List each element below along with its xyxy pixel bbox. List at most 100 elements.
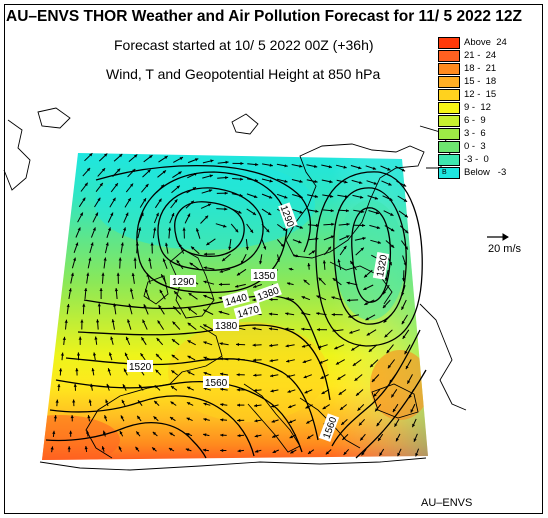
wind-arrowhead bbox=[303, 279, 307, 283]
wind-arrowhead bbox=[148, 257, 152, 262]
wind-arrowhead bbox=[343, 245, 347, 250]
wind-arrowhead bbox=[219, 342, 223, 346]
wind-arrowhead bbox=[156, 353, 160, 358]
wind-arrowhead bbox=[67, 446, 71, 450]
wind-arrowhead bbox=[403, 262, 407, 266]
wind-arrowhead bbox=[254, 419, 258, 423]
contour-label: 1350 bbox=[253, 271, 276, 282]
wind-arrowhead bbox=[325, 451, 330, 455]
wind-arrowhead bbox=[103, 257, 107, 261]
wind-arrowhead bbox=[70, 272, 74, 277]
legend-item: 18 - 21 bbox=[438, 63, 548, 76]
wind-arrowhead bbox=[343, 165, 347, 169]
wind-arrowhead bbox=[241, 260, 244, 264]
wind-arrowhead bbox=[352, 362, 357, 366]
wind-arrowhead bbox=[152, 431, 157, 436]
wind-arrowhead bbox=[267, 212, 272, 215]
wind-arrowhead bbox=[357, 407, 361, 411]
wind-arrowhead bbox=[170, 417, 174, 421]
wind-arrowhead bbox=[176, 185, 180, 189]
wind-arrowhead bbox=[348, 314, 352, 318]
wind-arrowhead bbox=[288, 405, 292, 408]
wind-arrowhead bbox=[342, 436, 346, 440]
wind-arrowhead bbox=[277, 258, 281, 262]
wind-arrowhead bbox=[322, 406, 326, 410]
wind-arrowhead bbox=[413, 438, 417, 442]
wind-arrowhead bbox=[60, 352, 64, 356]
wind-arrowhead bbox=[320, 375, 324, 379]
wind-arrowhead bbox=[222, 258, 226, 262]
wind-arrowhead bbox=[252, 343, 256, 347]
wind-arrowhead bbox=[145, 183, 149, 188]
wind-arrowhead bbox=[174, 199, 178, 203]
wind-arrowhead bbox=[137, 415, 141, 420]
wind-arrowhead bbox=[64, 319, 68, 323]
wind-arrowhead bbox=[57, 384, 61, 388]
wind-arrowhead bbox=[99, 182, 103, 187]
wind-arrowhead bbox=[52, 430, 56, 434]
wind-arrowhead bbox=[157, 320, 161, 324]
wind-arrowhead bbox=[253, 373, 257, 377]
wind-arrowhead bbox=[187, 340, 191, 344]
wind-arrowhead bbox=[147, 169, 151, 173]
wind-arrowhead bbox=[401, 292, 405, 296]
wind-arrowhead bbox=[203, 402, 207, 406]
contour-label: 1560 bbox=[205, 378, 228, 389]
wind-arrowhead bbox=[361, 452, 365, 456]
wind-arrowhead bbox=[387, 167, 391, 171]
wind-arrowhead bbox=[120, 415, 124, 419]
wind-arrowhead bbox=[252, 211, 256, 215]
wind-arrowhead bbox=[228, 246, 232, 250]
wind-arrowhead bbox=[373, 181, 377, 185]
wind-arrowhead bbox=[133, 257, 137, 261]
wind-arrowhead bbox=[209, 174, 213, 178]
wind-arrowhead bbox=[359, 181, 363, 184]
wind-arrowhead bbox=[379, 452, 383, 456]
legend-label: 6 - 9 bbox=[464, 115, 486, 126]
wind-arrowhead bbox=[308, 450, 312, 454]
wind-arrowhead bbox=[401, 168, 406, 172]
wind-arrowhead bbox=[236, 388, 240, 392]
wind-arrowhead bbox=[97, 197, 101, 202]
wind-arrowhead bbox=[390, 228, 395, 232]
legend-label: 15 - 18 bbox=[464, 76, 497, 87]
wind-arrowhead bbox=[187, 355, 191, 359]
wind-arrowhead bbox=[168, 448, 173, 451]
wind-arrowhead bbox=[104, 153, 108, 157]
wind-arrowhead bbox=[253, 388, 257, 392]
wind-arrowhead bbox=[208, 189, 213, 193]
legend-item: B Below -3 bbox=[438, 167, 548, 180]
wind-arrowhead bbox=[118, 446, 122, 450]
wind-arrowhead bbox=[331, 296, 335, 300]
wind-arrowhead bbox=[87, 415, 91, 419]
legend-swatch bbox=[438, 154, 460, 166]
wind-arrowhead bbox=[203, 371, 207, 375]
wind-arrowhead bbox=[96, 319, 100, 323]
wind-arrowhead bbox=[161, 274, 164, 278]
wind-arrowhead bbox=[134, 154, 138, 158]
wind-arrowhead bbox=[50, 446, 54, 450]
wind-arrowhead bbox=[286, 374, 291, 378]
wind-arrowhead bbox=[159, 289, 163, 294]
wind-arrowhead bbox=[299, 195, 303, 199]
wind-arrowhead bbox=[206, 242, 210, 246]
wind-arrowhead bbox=[371, 378, 376, 382]
wind-arrowhead bbox=[285, 297, 289, 301]
wind-arrowhead bbox=[290, 450, 294, 454]
wind-arrowhead bbox=[314, 164, 318, 168]
wind-arrowhead bbox=[271, 404, 275, 408]
wind-arrowhead bbox=[321, 391, 325, 394]
wind-arrowhead bbox=[86, 167, 91, 172]
wind-arrowhead bbox=[388, 261, 392, 266]
legend-swatch bbox=[438, 115, 460, 127]
wind-reference-arrow bbox=[487, 233, 509, 241]
wind-arrowhead bbox=[203, 309, 207, 313]
legend-item: 21 - 24 bbox=[438, 50, 548, 63]
legend-label: 18 - 21 bbox=[464, 63, 497, 74]
wind-arrowhead bbox=[127, 319, 131, 323]
wind-arrowhead bbox=[225, 176, 229, 180]
wind-arrowhead bbox=[254, 434, 258, 438]
wind-arrowhead bbox=[220, 418, 224, 422]
legend-label: 3 - 6 bbox=[464, 128, 486, 139]
wind-arrowhead bbox=[255, 162, 259, 167]
